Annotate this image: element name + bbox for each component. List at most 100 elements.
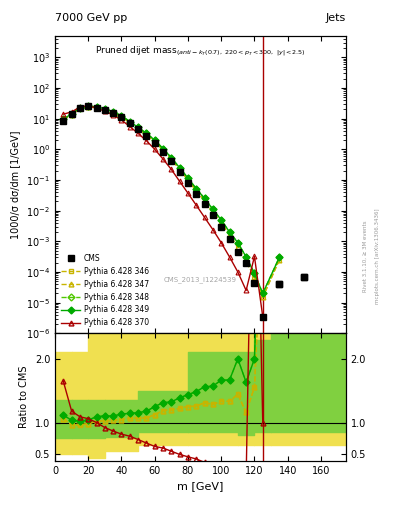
Pythia 6.428 346 <box>144 132 149 138</box>
Pythia 6.428 347 <box>227 232 232 238</box>
Pythia 6.428 370 <box>94 105 99 111</box>
Pythia 6.428 347 <box>261 294 265 301</box>
Pythia 6.428 370 <box>103 108 107 114</box>
Pythia 6.428 349 <box>202 196 207 202</box>
Pythia 6.428 346 <box>161 147 165 153</box>
Pythia 6.428 349 <box>169 155 174 161</box>
Pythia 6.428 349 <box>277 254 282 261</box>
Pythia 6.428 348 <box>244 254 248 260</box>
Y-axis label: Ratio to CMS: Ratio to CMS <box>19 366 29 429</box>
Pythia 6.428 349 <box>252 270 257 276</box>
Pythia 6.428 370 <box>211 227 215 233</box>
CMS <box>169 158 174 164</box>
CMS <box>69 111 74 117</box>
Pythia 6.428 347 <box>177 166 182 173</box>
Pythia 6.428 348 <box>103 105 107 112</box>
Pythia 6.428 346 <box>185 177 190 183</box>
Pythia 6.428 349 <box>111 109 116 115</box>
Pythia 6.428 370 <box>219 240 224 246</box>
Pythia 6.428 349 <box>144 131 149 137</box>
Pythia 6.428 348 <box>277 254 282 261</box>
Pythia 6.428 370 <box>127 123 132 130</box>
CMS <box>302 273 307 280</box>
Pythia 6.428 370 <box>194 202 198 208</box>
Pythia 6.428 348 <box>169 155 174 161</box>
Pythia 6.428 347 <box>202 198 207 204</box>
Pythia 6.428 348 <box>185 175 190 181</box>
Pythia 6.428 349 <box>127 118 132 124</box>
Pythia 6.428 346 <box>69 112 74 118</box>
Pythia 6.428 348 <box>194 185 198 191</box>
Pythia 6.428 348 <box>144 131 149 137</box>
Pythia 6.428 347 <box>127 119 132 125</box>
Pythia 6.428 347 <box>77 105 82 112</box>
CMS <box>161 149 165 155</box>
Pythia 6.428 346 <box>202 198 207 204</box>
Text: Pruned dijet mass$_{(anti-k_{T}(0.7),\ 220<p_{T}<300,\ |y|<2.5)}$: Pruned dijet mass$_{(anti-k_{T}(0.7),\ 2… <box>95 45 306 59</box>
CMS <box>111 110 116 116</box>
CMS <box>77 105 82 111</box>
CMS <box>244 260 248 266</box>
CMS <box>127 120 132 126</box>
Line: Pythia 6.428 370: Pythia 6.428 370 <box>61 103 265 319</box>
Pythia 6.428 349 <box>244 254 248 260</box>
Pythia 6.428 349 <box>177 165 182 171</box>
CMS <box>152 140 157 146</box>
Line: CMS: CMS <box>61 103 307 319</box>
Pythia 6.428 347 <box>61 117 66 123</box>
Text: CMS_2013_I1224539: CMS_2013_I1224539 <box>164 276 237 283</box>
Pythia 6.428 370 <box>202 215 207 221</box>
CMS <box>194 191 198 197</box>
Pythia 6.428 347 <box>144 132 149 138</box>
CMS <box>144 133 149 139</box>
Pythia 6.428 346 <box>152 138 157 144</box>
Pythia 6.428 347 <box>169 156 174 162</box>
CMS <box>103 107 107 113</box>
Pythia 6.428 347 <box>244 259 248 265</box>
Pythia 6.428 348 <box>202 196 207 202</box>
CMS <box>94 105 99 111</box>
CMS <box>235 249 240 255</box>
Text: mcplots.cern.ch [arXiv:1306.3436]: mcplots.cern.ch [arXiv:1306.3436] <box>375 208 380 304</box>
Pythia 6.428 348 <box>211 206 215 212</box>
Pythia 6.428 370 <box>86 102 91 109</box>
Pythia 6.428 346 <box>261 294 265 301</box>
CMS <box>261 313 265 319</box>
Pythia 6.428 370 <box>185 190 190 196</box>
Line: Pythia 6.428 346: Pythia 6.428 346 <box>61 104 282 300</box>
Pythia 6.428 347 <box>69 112 74 118</box>
Pythia 6.428 347 <box>211 209 215 215</box>
CMS <box>119 114 124 120</box>
Pythia 6.428 347 <box>194 188 198 194</box>
Pythia 6.428 349 <box>227 229 232 235</box>
CMS <box>136 126 140 132</box>
CMS <box>252 280 257 286</box>
Pythia 6.428 349 <box>103 105 107 112</box>
Pythia 6.428 348 <box>61 116 66 122</box>
Pythia 6.428 347 <box>103 106 107 113</box>
CMS <box>177 169 182 175</box>
Pythia 6.428 346 <box>194 188 198 194</box>
Pythia 6.428 370 <box>244 287 248 293</box>
Pythia 6.428 370 <box>136 131 140 137</box>
Pythia 6.428 347 <box>185 177 190 183</box>
Pythia 6.428 370 <box>252 253 257 260</box>
Pythia 6.428 349 <box>185 175 190 181</box>
Pythia 6.428 348 <box>86 103 91 109</box>
Pythia 6.428 347 <box>161 147 165 153</box>
X-axis label: m [GeV]: m [GeV] <box>177 481 224 491</box>
Pythia 6.428 347 <box>152 138 157 144</box>
Pythia 6.428 349 <box>261 290 265 296</box>
CMS <box>202 201 207 207</box>
Pythia 6.428 348 <box>136 124 140 131</box>
Pythia 6.428 348 <box>219 217 224 223</box>
Pythia 6.428 348 <box>127 118 132 124</box>
Pythia 6.428 347 <box>111 110 116 116</box>
Legend: CMS, Pythia 6.428 346, Pythia 6.428 347, Pythia 6.428 348, Pythia 6.428 349, Pyt: CMS, Pythia 6.428 346, Pythia 6.428 347,… <box>59 252 151 330</box>
Pythia 6.428 346 <box>169 156 174 162</box>
Pythia 6.428 370 <box>161 156 165 162</box>
Pythia 6.428 348 <box>161 145 165 152</box>
Pythia 6.428 370 <box>119 117 124 123</box>
CMS <box>227 236 232 242</box>
Pythia 6.428 346 <box>119 114 124 120</box>
